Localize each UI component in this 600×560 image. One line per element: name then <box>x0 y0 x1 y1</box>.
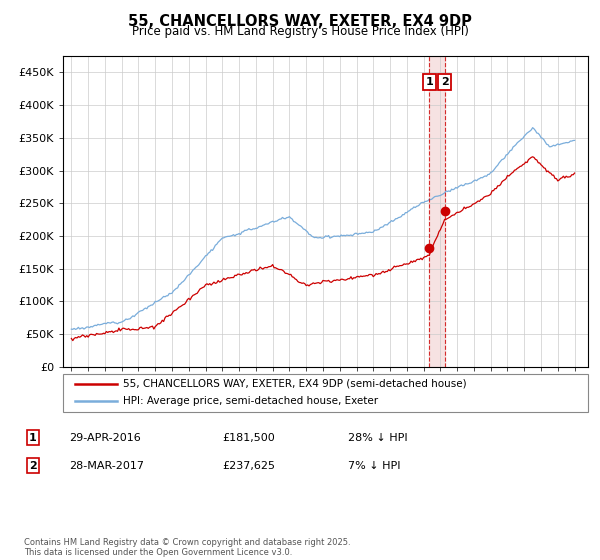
Text: 2: 2 <box>29 461 37 471</box>
Bar <box>429 56 445 367</box>
Text: 28% ↓ HPI: 28% ↓ HPI <box>348 433 407 443</box>
Text: 1: 1 <box>29 433 37 443</box>
Text: 7% ↓ HPI: 7% ↓ HPI <box>348 461 401 471</box>
Text: 1: 1 <box>425 77 433 87</box>
Text: Contains HM Land Registry data © Crown copyright and database right 2025.
This d: Contains HM Land Registry data © Crown c… <box>24 538 350 557</box>
Text: HPI: Average price, semi-detached house, Exeter: HPI: Average price, semi-detached house,… <box>123 396 378 407</box>
Text: 55, CHANCELLORS WAY, EXETER, EX4 9DP (semi-detached house): 55, CHANCELLORS WAY, EXETER, EX4 9DP (se… <box>123 379 467 389</box>
Text: £181,500: £181,500 <box>222 433 275 443</box>
Text: £237,625: £237,625 <box>222 461 275 471</box>
Text: 29-APR-2016: 29-APR-2016 <box>69 433 141 443</box>
Text: Price paid vs. HM Land Registry's House Price Index (HPI): Price paid vs. HM Land Registry's House … <box>131 25 469 38</box>
Text: 2: 2 <box>441 77 448 87</box>
Text: 28-MAR-2017: 28-MAR-2017 <box>69 461 144 471</box>
Text: 55, CHANCELLORS WAY, EXETER, EX4 9DP: 55, CHANCELLORS WAY, EXETER, EX4 9DP <box>128 14 472 29</box>
